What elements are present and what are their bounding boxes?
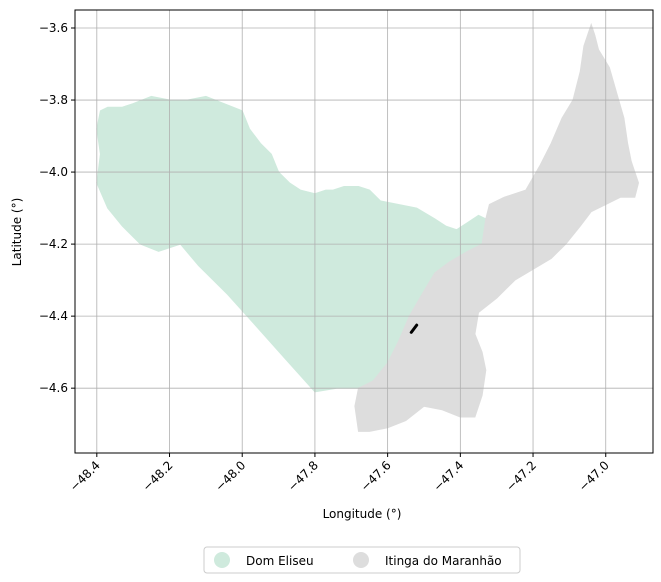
legend: Dom Eliseu Itinga do Maranhão (203, 546, 521, 574)
x-tick-label: −47.6 (358, 458, 394, 494)
x-tick-label: −47.4 (431, 458, 467, 494)
plot-frame (74, 9, 654, 454)
y-tick-label: −4.4 (39, 309, 68, 323)
x-tick-label: −47.0 (576, 458, 612, 494)
marker-layer (409, 323, 419, 334)
y-tick-label: −4.2 (39, 237, 68, 251)
x-axis: −48.4 −48.2 −48.0 −47.8 −47.6 −47.4 −47.2 −47.0 (67, 453, 612, 494)
x-axis-title: Longitude (°) (323, 507, 402, 521)
legend-label-itinga-do-maranhao: Itinga do Maranhão (385, 554, 502, 568)
grid-layer (75, 10, 653, 453)
y-tick-label: −4.0 (39, 165, 68, 179)
y-tick-label: −4.6 (39, 381, 68, 395)
marker-line (409, 323, 419, 334)
y-axis-title: Latitude (°) (10, 198, 24, 267)
legend-label-dom-eliseu: Dom Eliseu (246, 554, 314, 568)
x-tick-label: −47.8 (285, 458, 321, 494)
y-tick-label: −3.6 (39, 21, 68, 35)
legend-swatch-itinga-do-maranhao (353, 552, 369, 568)
region-itinga-do-maranhao (354, 22, 640, 432)
x-tick-label: −48.2 (140, 458, 176, 494)
y-tick-label: −3.8 (39, 93, 68, 107)
plot-area (74, 9, 654, 454)
x-tick-label: −48.0 (212, 458, 248, 494)
x-tick-label: −47.2 (503, 458, 539, 494)
y-axis: −3.6 −3.8 −4.0 −4.2 −4.4 −4.6 (39, 21, 75, 395)
x-tick-label: −48.4 (67, 458, 103, 494)
legend-swatch-dom-eliseu (214, 552, 230, 568)
